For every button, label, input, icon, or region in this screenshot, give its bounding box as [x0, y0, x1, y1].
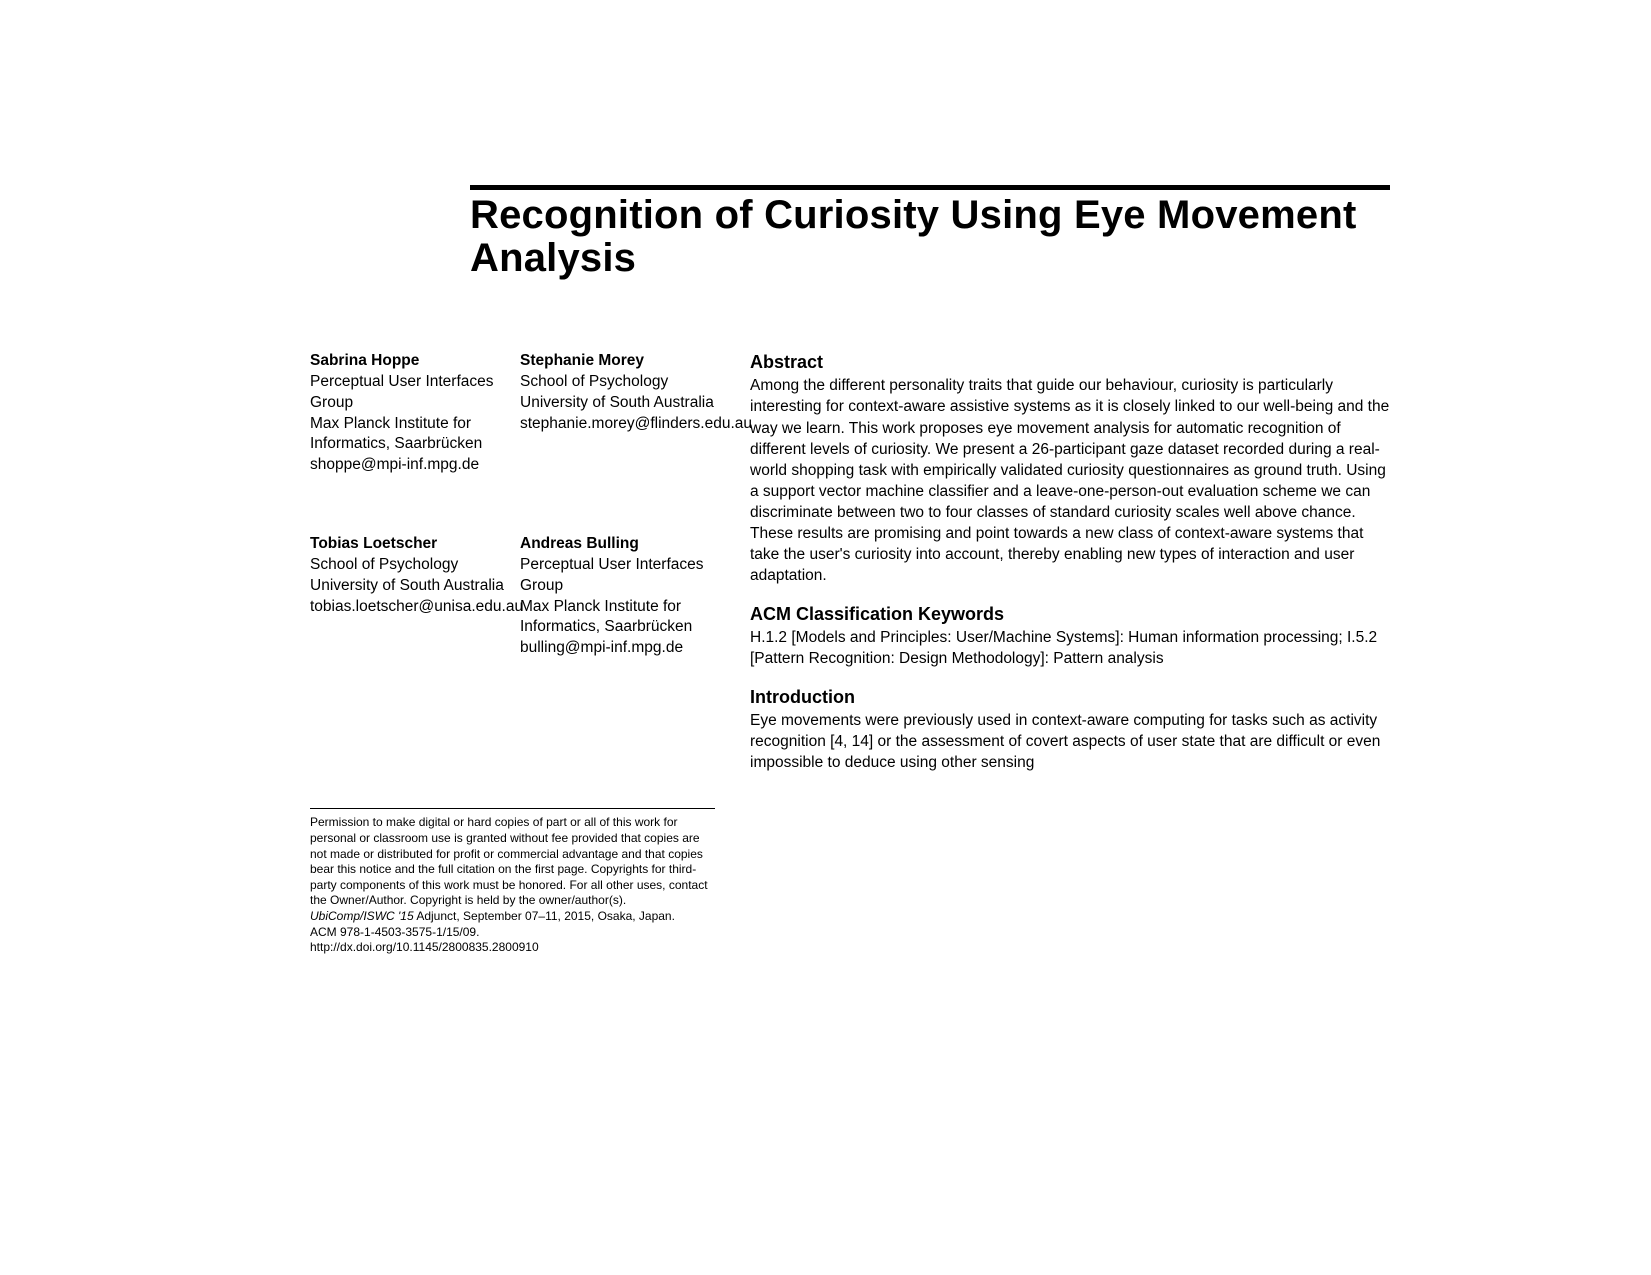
- paper-title: Recognition of Curiosity Using Eye Movem…: [470, 194, 1390, 280]
- author-email: stephanie.morey@flinders.edu.au: [520, 414, 730, 435]
- author-email: bulling@mpi-inf.mpg.de: [520, 638, 730, 659]
- author-affil: University of South Australia: [520, 393, 730, 414]
- author-affil: Perceptual User Interfaces Group: [310, 372, 510, 413]
- author-name: Tobias Loetscher: [310, 535, 510, 553]
- author-name: Sabrina Hoppe: [310, 352, 510, 370]
- permission-block: Permission to make digital or hard copie…: [310, 808, 715, 955]
- author-block: Andreas Bulling Perceptual User Interfac…: [520, 535, 730, 658]
- author-affil: School of Psychology: [310, 555, 510, 576]
- content-columns: Sabrina Hoppe Perceptual User Interfaces…: [310, 352, 1390, 955]
- right-column: Abstract Among the different personality…: [750, 352, 1390, 955]
- permission-body: Permission to make digital or hard copie…: [310, 815, 715, 909]
- author-affil: University of South Australia: [310, 576, 510, 597]
- keywords-text: H.1.2 [Models and Principles: User/Machi…: [750, 627, 1390, 669]
- author-email: shoppe@mpi-inf.mpg.de: [310, 455, 510, 476]
- keywords-heading: ACM Classification Keywords: [750, 604, 1390, 625]
- author-affil: Max Planck Institute for Informatics, Sa…: [520, 597, 730, 638]
- abstract-heading: Abstract: [750, 352, 1390, 373]
- left-column: Sabrina Hoppe Perceptual User Interfaces…: [310, 352, 730, 955]
- intro-text: Eye movements were previously used in co…: [750, 710, 1390, 773]
- paper-page: Recognition of Curiosity Using Eye Movem…: [310, 185, 1390, 956]
- permission-venue: UbiComp/ISWC '15 Adjunct, September 07–1…: [310, 909, 715, 925]
- author-email: tobias.loetscher@unisa.edu.au: [310, 597, 510, 618]
- doi-line: http://dx.doi.org/10.1145/2800835.280091…: [310, 940, 715, 956]
- venue-details: Adjunct, September 07–11, 2015, Osaka, J…: [414, 909, 675, 923]
- author-name: Andreas Bulling: [520, 535, 730, 553]
- author-block: Tobias Loetscher School of Psychology Un…: [310, 535, 510, 658]
- author-affil: Perceptual User Interfaces Group: [520, 555, 730, 596]
- author-name: Stephanie Morey: [520, 352, 730, 370]
- authors-grid: Sabrina Hoppe Perceptual User Interfaces…: [310, 352, 730, 658]
- intro-heading: Introduction: [750, 687, 1390, 708]
- venue-name: UbiComp/ISWC '15: [310, 909, 414, 923]
- acm-line: ACM 978-1-4503-3575-1/15/09.: [310, 925, 715, 941]
- author-block: Sabrina Hoppe Perceptual User Interfaces…: [310, 352, 510, 475]
- title-rule: [470, 185, 1390, 190]
- author-block: Stephanie Morey School of Psychology Uni…: [520, 352, 730, 475]
- author-affil: Max Planck Institute for Informatics, Sa…: [310, 414, 510, 455]
- abstract-text: Among the different personality traits t…: [750, 375, 1390, 586]
- author-affil: School of Psychology: [520, 372, 730, 393]
